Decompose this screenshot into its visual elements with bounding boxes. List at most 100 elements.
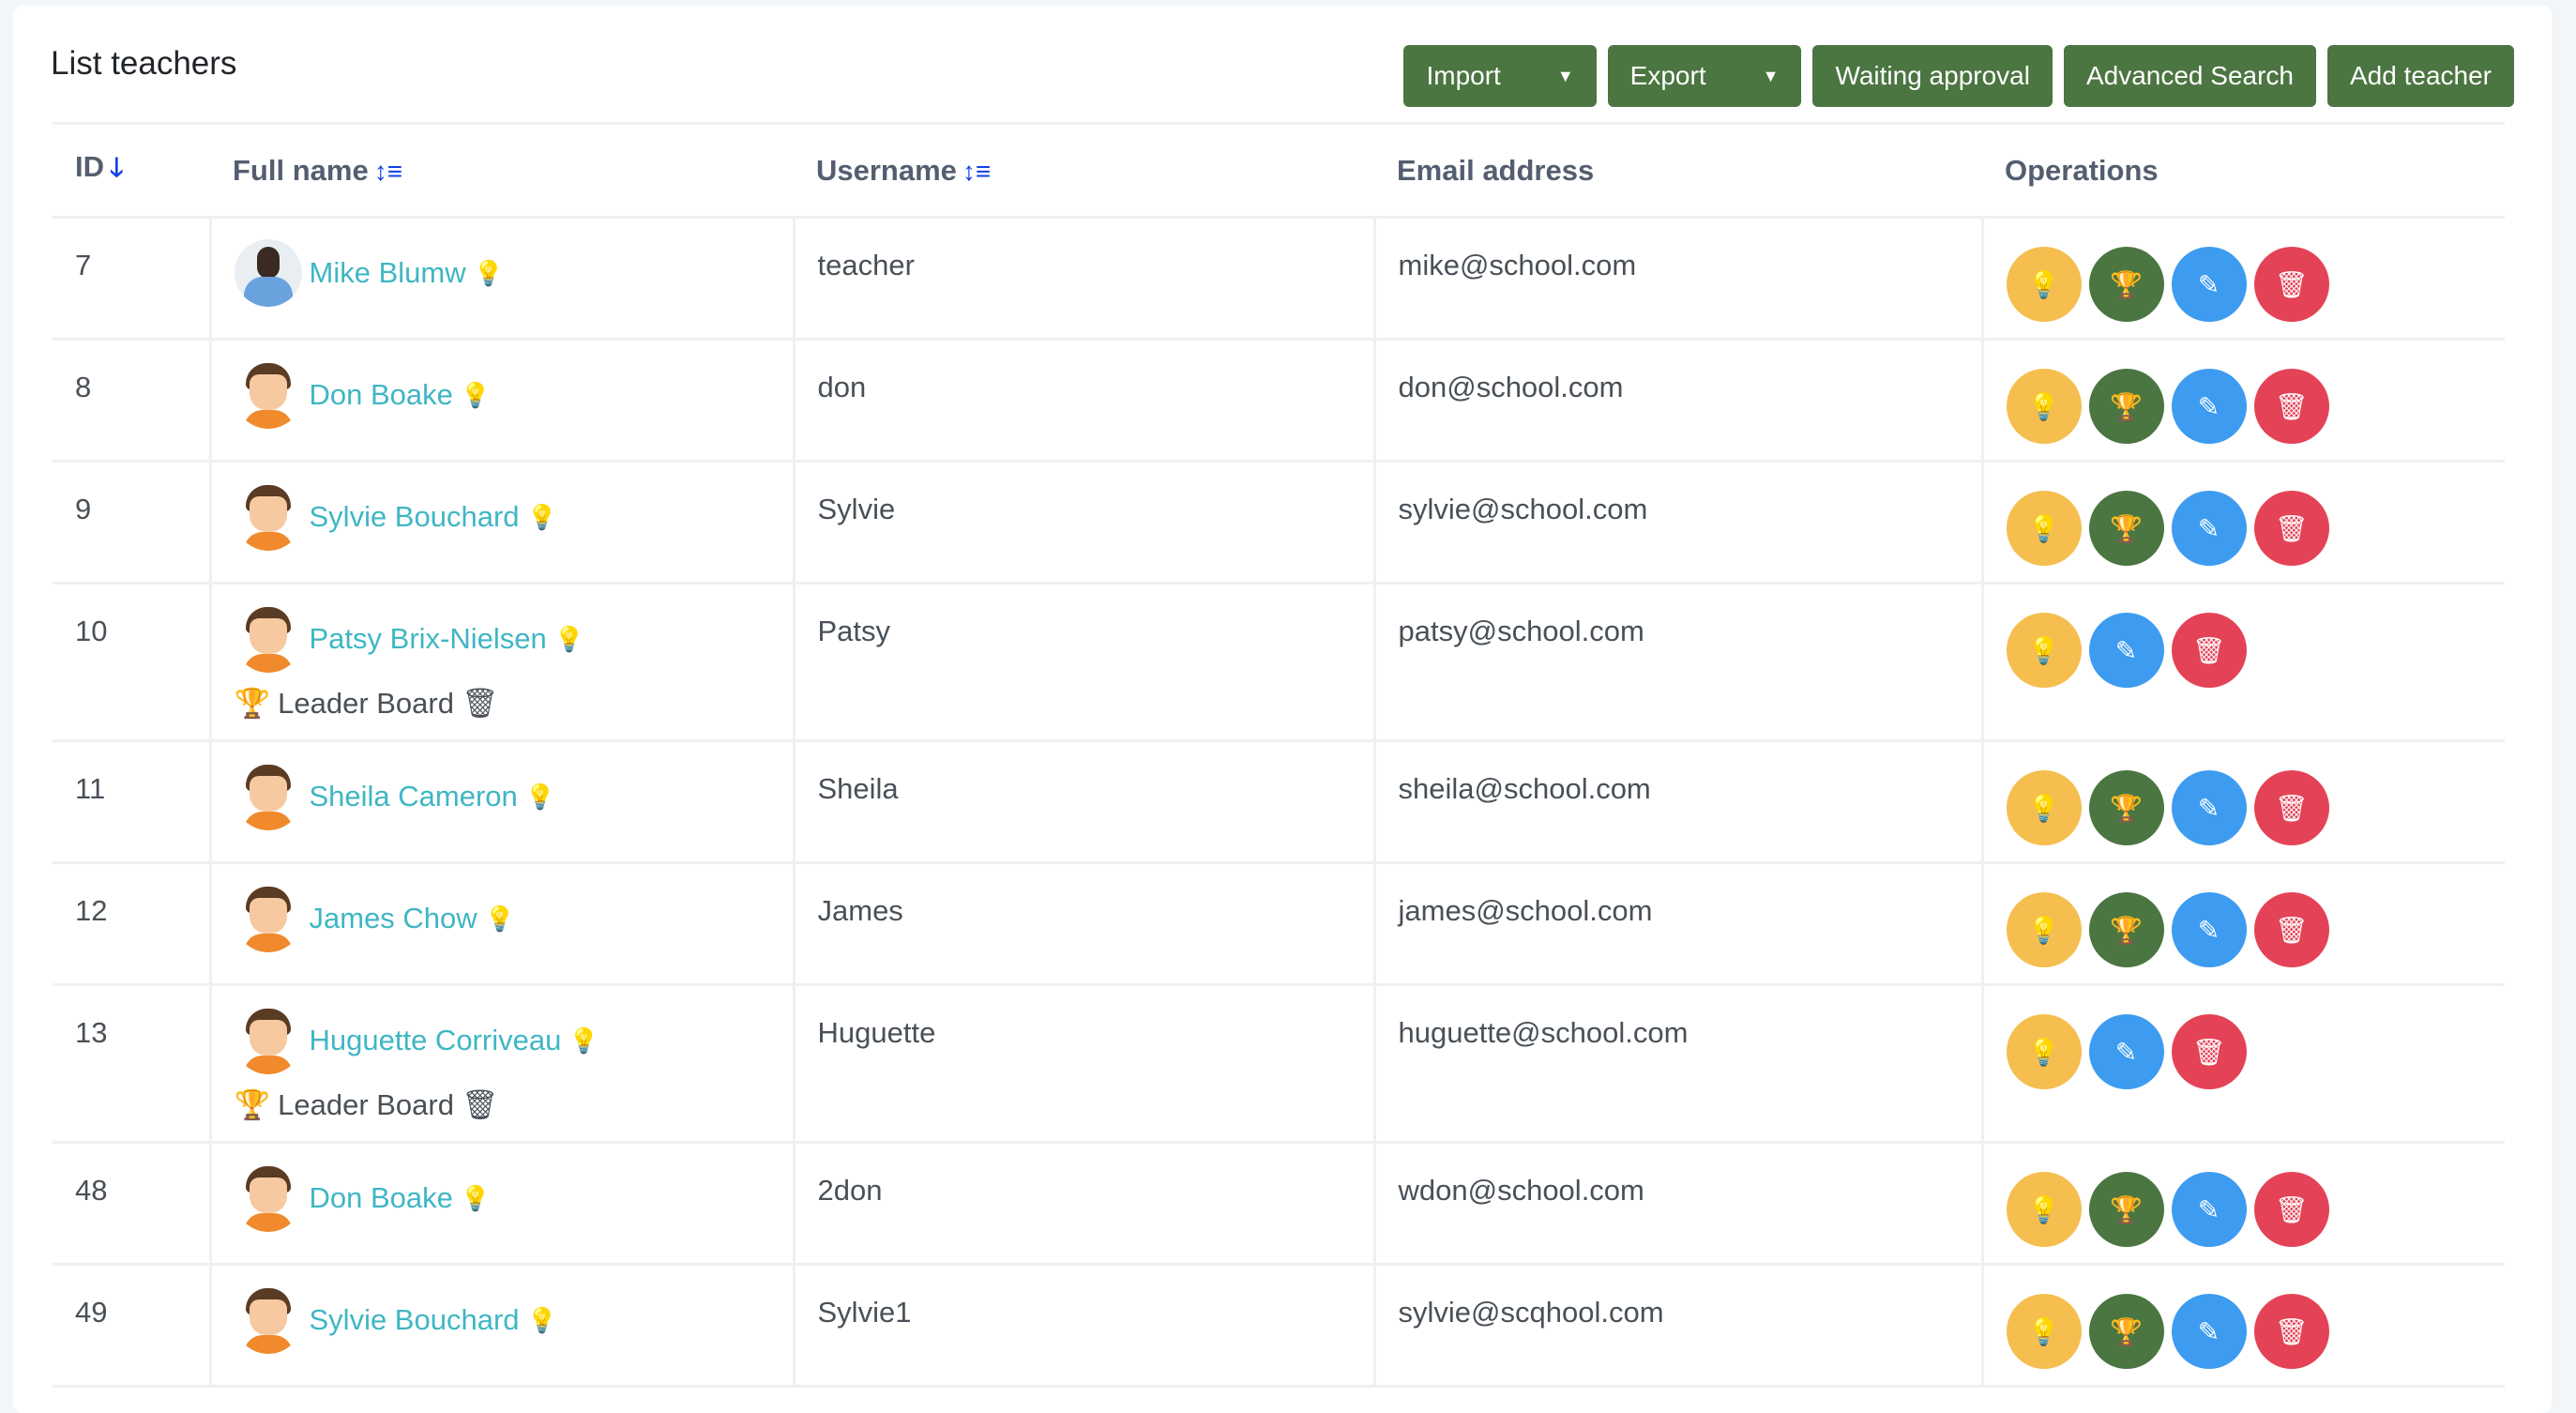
avatar [235, 483, 302, 551]
delete-button[interactable]: 🗑 [2253, 1294, 2329, 1369]
cell-id: 49 [53, 1264, 212, 1388]
idea-button[interactable]: 💡 [2006, 770, 2082, 845]
cell-email: james@school.com [1372, 862, 1984, 986]
page-title: List teachers [51, 45, 237, 82]
waiting-approval-button[interactable]: Waiting approval [1812, 45, 2053, 107]
edit-button[interactable]: ✎ [2088, 613, 2164, 688]
lightbulb-icon: 💡 [2027, 793, 2060, 823]
cell-email: don@school.com [1372, 339, 1984, 463]
edit-button[interactable]: ✎ [2171, 770, 2247, 845]
delete-button[interactable]: 🗑 [2253, 770, 2329, 845]
cell-fullname: Sheila Cameron 💡 [208, 740, 796, 864]
teacher-name-link[interactable]: Sheila Cameron [309, 780, 518, 813]
edit-button[interactable]: ✎ [2171, 1172, 2247, 1247]
idea-button[interactable]: 💡 [2006, 1172, 2082, 1247]
teacher-name-link[interactable]: Mike Blumw [309, 256, 466, 289]
cell-email: sylvie@scqhool.com [1372, 1264, 1984, 1388]
teacher-name-link[interactable]: James Chow [309, 902, 477, 934]
edit-button[interactable]: ✎ [2171, 1294, 2247, 1369]
cell-operations: 💡 🏆 ✎ 🗑 [1980, 1264, 2505, 1388]
header-fullname[interactable]: Full name ↕≡ [210, 122, 794, 219]
pencil-icon: ✎ [2197, 269, 2220, 299]
edit-button[interactable]: ✎ [2088, 1014, 2164, 1089]
idea-button[interactable]: 💡 [2006, 369, 2082, 444]
leaderboard-button[interactable]: 🏆 [2088, 770, 2164, 845]
sort-icon[interactable]: ↕≡ [962, 156, 992, 186]
leaderboard-button[interactable]: 🏆 [2088, 247, 2164, 322]
teachers-card: List teachers Import ▼ Export ▼ Waiting ap… [13, 6, 2552, 1413]
sort-desc-icon[interactable]: 🡓 [110, 152, 124, 182]
table-row: 49 Sylvie Bouchard 💡 Sylvie1 sylvie@scqho… [53, 1264, 2505, 1388]
import-label: Import [1426, 61, 1501, 90]
edit-button[interactable]: ✎ [2171, 369, 2247, 444]
delete-button[interactable]: 🗑 [2253, 369, 2329, 444]
leader-board[interactable]: 🏆 Leader Board 🗑 [235, 1087, 770, 1122]
avatar [235, 1007, 302, 1074]
pencil-icon: ✎ [2114, 1037, 2138, 1067]
leaderboard-button[interactable]: 🏆 [2088, 369, 2164, 444]
leaderboard-button[interactable]: 🏆 [2088, 1294, 2164, 1369]
cell-id: 7 [53, 217, 212, 341]
trash-icon: 🗑 [2191, 1037, 2226, 1067]
cell-fullname: Sylvie Bouchard 💡 [208, 461, 796, 585]
cell-username: teacher [792, 217, 1376, 341]
leaderboard-button[interactable]: 🏆 [2088, 892, 2164, 967]
teacher-name-link[interactable]: Huguette Corriveau [309, 1024, 562, 1056]
cell-id: 11 [53, 740, 212, 864]
cell-operations: 💡 🏆 ✎ 🗑 [1980, 740, 2505, 864]
idea-button[interactable]: 💡 [2006, 1014, 2082, 1089]
trash-icon[interactable]: 🗑 [461, 1088, 499, 1121]
import-button[interactable]: Import ▼ [1403, 45, 1597, 107]
lightbulb-icon: 💡 [2027, 269, 2060, 299]
idea-button[interactable]: 💡 [2006, 1294, 2082, 1369]
export-button[interactable]: Export ▼ [1607, 45, 1802, 107]
trash-icon: 🗑 [2274, 1194, 2309, 1224]
cell-email: patsy@school.com [1372, 583, 1984, 742]
lightbulb-icon: 💡 [526, 502, 557, 531]
idea-button[interactable]: 💡 [2006, 491, 2082, 566]
teacher-name-link[interactable]: Patsy Brix-Nielsen [309, 622, 547, 655]
teacher-name-link[interactable]: Don Boake [309, 1181, 453, 1214]
delete-button[interactable]: 🗑 [2171, 613, 2247, 688]
teacher-name-link[interactable]: Sylvie Bouchard [309, 1303, 520, 1336]
toolbar: Import ▼ Export ▼ Waiting approval Advance… [1403, 45, 2514, 107]
pencil-icon: ✎ [2197, 793, 2220, 823]
lightbulb-icon: 💡 [2027, 1316, 2060, 1346]
avatar [235, 763, 302, 830]
idea-button[interactable]: 💡 [2006, 892, 2082, 967]
trash-icon: 🗑 [2274, 1316, 2309, 1346]
lightbulb-icon: 💡 [526, 1305, 557, 1334]
delete-button[interactable]: 🗑 [2253, 491, 2329, 566]
delete-button[interactable]: 🗑 [2171, 1014, 2247, 1089]
sort-icon[interactable]: ↕≡ [373, 156, 403, 186]
teacher-name-link[interactable]: Don Boake [309, 378, 453, 411]
advanced-search-button[interactable]: Advanced Search [2063, 45, 2316, 107]
delete-button[interactable]: 🗑 [2253, 892, 2329, 967]
cell-email: sheila@school.com [1372, 740, 1984, 864]
caret-down-icon: ▼ [1762, 66, 1780, 85]
leader-board[interactable]: 🏆 Leader Board 🗑 [235, 686, 770, 721]
delete-button[interactable]: 🗑 [2253, 247, 2329, 322]
lightbulb-icon: 💡 [484, 904, 516, 933]
cell-username: James [792, 862, 1376, 986]
idea-button[interactable]: 💡 [2006, 247, 2082, 322]
lightbulb-icon: 💡 [2027, 513, 2060, 543]
avatar [235, 1286, 302, 1354]
export-label: Export [1629, 61, 1706, 90]
edit-button[interactable]: ✎ [2171, 247, 2247, 322]
leaderboard-button[interactable]: 🏆 [2088, 491, 2164, 566]
trophy-icon: 🏆 [2110, 391, 2143, 421]
teacher-name-link[interactable]: Sylvie Bouchard [309, 500, 520, 533]
edit-button[interactable]: ✎ [2171, 491, 2247, 566]
edit-button[interactable]: ✎ [2171, 892, 2247, 967]
delete-button[interactable]: 🗑 [2253, 1172, 2329, 1247]
header-id[interactable]: ID 🡓 [53, 122, 210, 219]
idea-button[interactable]: 💡 [2006, 613, 2082, 688]
header-username[interactable]: Username ↕≡ [794, 122, 1374, 219]
cell-id: 8 [53, 339, 212, 463]
trash-icon[interactable]: 🗑 [461, 687, 499, 720]
leaderboard-button[interactable]: 🏆 [2088, 1172, 2164, 1247]
add-teacher-button[interactable]: Add teacher [2327, 45, 2514, 107]
cell-operations: 💡 🏆 ✎ 🗑 [1980, 1142, 2505, 1266]
lightbulb-icon: 💡 [568, 1026, 599, 1055]
